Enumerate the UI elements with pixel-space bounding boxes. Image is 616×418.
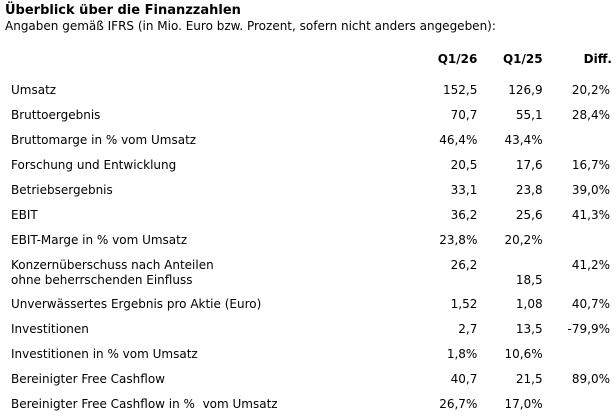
- header-q1-25: Q1/25: [502, 52, 543, 66]
- header-q1-26: Q1/26: [437, 52, 478, 66]
- table-row: Unverwässertes Ergebnis pro Aktie (Euro)…: [0, 292, 612, 317]
- value-diff: [543, 392, 612, 417]
- row-label: Bruttomarge in % vom Umsatz: [11, 133, 197, 147]
- row-label-line-2: ohne beherrschenden Einfluss: [11, 273, 193, 287]
- row-label: Betriebsergebnis: [11, 183, 113, 197]
- value-q1-25: 21,5: [515, 372, 543, 386]
- row-label: Bereinigter Free Cashflow: [11, 372, 165, 386]
- value-q1-25: 10,6%: [504, 347, 543, 361]
- value-q1-26: 36,2: [450, 208, 478, 222]
- value-q1-26: 1,52: [450, 297, 478, 311]
- value-q1-26: 26,7%: [439, 397, 478, 411]
- value-q1-25: 18,5: [515, 273, 543, 287]
- document-subtitle: Angaben gemäß IFRS (in Mio. Euro bzw. Pr…: [5, 19, 496, 33]
- value-diff: 16,7%: [571, 158, 610, 172]
- document-title: Überblick über die Finanzzahlen: [5, 3, 241, 18]
- row-label: Unverwässertes Ergebnis pro Aktie (Euro): [11, 297, 262, 311]
- value-diff: [543, 128, 612, 153]
- value-q1-25: 13,5: [515, 322, 543, 336]
- value-diff: 28,4%: [571, 108, 610, 122]
- table-row: Konzernüberschuss nach Anteilen ohne beh…: [0, 253, 612, 292]
- table-row: Investitionen in % vom Umsatz 1,8% 10,6%: [0, 342, 612, 367]
- value-q1-26: 26,2: [450, 258, 478, 272]
- table-row: EBIT-Marge in % vom Umsatz 23,8% 20,2%: [0, 228, 612, 253]
- table-row: EBIT 36,2 25,6 41,3%: [0, 203, 612, 228]
- row-label: Investitionen: [11, 322, 89, 336]
- value-q1-25: 23,8: [515, 183, 543, 197]
- value-diff: 20,2%: [571, 83, 610, 97]
- value-q1-26: 20,5: [450, 158, 478, 172]
- table-row: Investitionen 2,7 13,5 -79,9%: [0, 317, 612, 342]
- row-label: Bereinigter Free Cashflow in % vom Umsat…: [11, 397, 278, 411]
- value-q1-25: 20,2%: [504, 233, 543, 247]
- value-q1-25: 55,1: [515, 108, 543, 122]
- row-label: EBIT: [11, 208, 38, 222]
- value-diff: [543, 342, 612, 367]
- row-label: Umsatz: [11, 83, 57, 97]
- header-label: [0, 46, 414, 78]
- row-label: Investitionen in % vom Umsatz: [11, 347, 198, 361]
- value-q1-25: 17,6: [515, 158, 543, 172]
- value-diff: 40,7%: [571, 297, 610, 311]
- value-q1-25: 1,08: [515, 297, 543, 311]
- table-row: Umsatz 152,5 126,9 20,2%: [0, 78, 612, 103]
- table-header-row: Q1/26 Q1/25 Diff.: [0, 46, 612, 78]
- value-diff: 41,3%: [571, 208, 610, 222]
- value-q1-26: 23,8%: [439, 233, 478, 247]
- value-q1-25: 17,0%: [504, 397, 543, 411]
- table-row: Forschung und Entwicklung 20,5 17,6 16,7…: [0, 153, 612, 178]
- value-q1-25: 126,9: [508, 83, 543, 97]
- value-diff: [543, 228, 612, 253]
- row-label: Konzernüberschuss nach Anteilen ohne beh…: [0, 253, 414, 292]
- table-row: Bruttomarge in % vom Umsatz 46,4% 43,4%: [0, 128, 612, 153]
- value-q1-26: 70,7: [450, 108, 478, 122]
- table-row: Bereinigter Free Cashflow 40,7 21,5 89,0…: [0, 367, 612, 392]
- table-row: Bruttoergebnis 70,7 55,1 28,4%: [0, 103, 612, 128]
- value-q1-26: 46,4%: [439, 133, 478, 147]
- value-diff: 89,0%: [571, 372, 610, 386]
- table-row: Bereinigter Free Cashflow in % vom Umsat…: [0, 392, 612, 417]
- value-q1-26: 152,5: [442, 83, 478, 97]
- value-q1-26: 33,1: [450, 183, 478, 197]
- value-q1-26: 2,7: [458, 322, 478, 336]
- row-label: EBIT-Marge in % vom Umsatz: [11, 233, 188, 247]
- value-q1-25: 25,6: [515, 208, 543, 222]
- row-label: Bruttoergebnis: [11, 108, 101, 122]
- value-q1-26: 40,7: [450, 372, 478, 386]
- row-label-line-1: Konzernüberschuss nach Anteilen: [11, 258, 214, 272]
- value-q1-26: 1,8%: [446, 347, 478, 361]
- header-diff: Diff.: [583, 52, 612, 66]
- value-q1-25: 43,4%: [504, 133, 543, 147]
- financial-figures-table: Q1/26 Q1/25 Diff. Umsatz 152,5 126,9 20,…: [0, 46, 612, 417]
- value-diff: 39,0%: [571, 183, 610, 197]
- table-row: Betriebsergebnis 33,1 23,8 39,0%: [0, 178, 612, 203]
- value-diff: 41,2%: [571, 258, 610, 272]
- row-label: Forschung und Entwicklung: [11, 158, 177, 172]
- value-diff: -79,9%: [567, 322, 610, 336]
